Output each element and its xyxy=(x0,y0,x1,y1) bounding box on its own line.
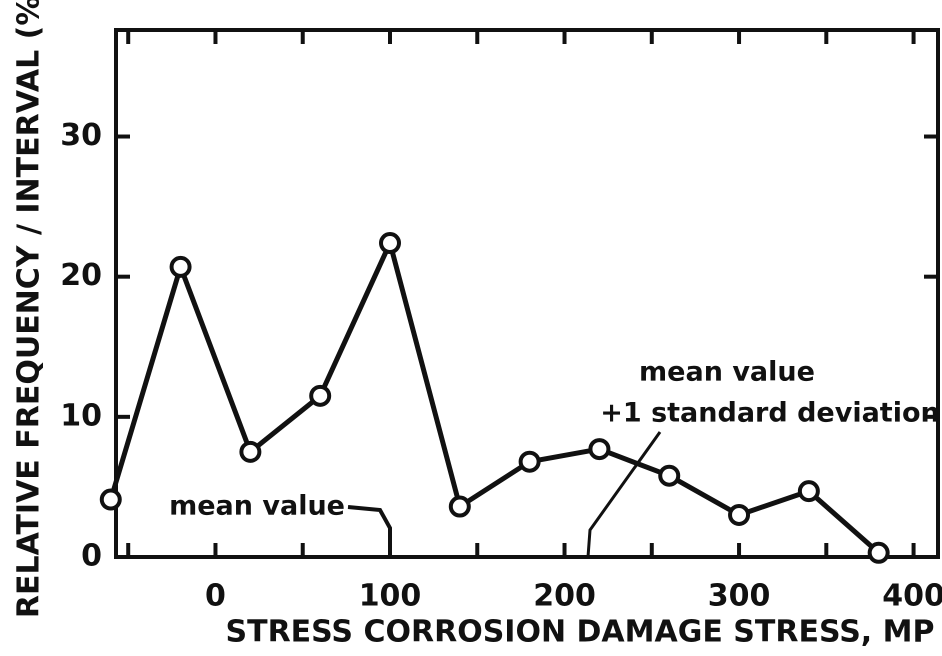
y-tick-label: 30 xyxy=(60,118,102,153)
data-point xyxy=(169,255,192,278)
annotation: mean value xyxy=(169,491,345,522)
x-tick-label: 0 xyxy=(205,579,226,614)
data-line xyxy=(108,240,881,555)
y-axis-label: RELATIVE FREQUENCY / INTERVAL (%) xyxy=(12,0,47,618)
data-point xyxy=(448,495,471,518)
y-tick-label: 10 xyxy=(60,398,102,433)
data-point xyxy=(867,541,890,564)
x-tick-label: 300 xyxy=(708,579,771,614)
data-point xyxy=(99,488,122,511)
annotation: +1 standard deviation xyxy=(600,398,939,429)
x-tick-label: 400 xyxy=(882,579,942,614)
data-point xyxy=(379,232,401,255)
annotation-leader xyxy=(347,505,392,557)
data-point xyxy=(728,503,751,526)
data-point xyxy=(309,384,332,407)
annotation: mean value xyxy=(639,357,815,388)
data-point xyxy=(239,440,262,463)
data-point xyxy=(588,438,611,461)
x-axis-label: STRESS CORROSION DAMAGE STRESS, MP xyxy=(226,615,935,650)
data-point xyxy=(518,450,541,473)
plot-frame xyxy=(114,28,940,559)
y-tick-label: 0 xyxy=(81,539,102,574)
x-tick-label: 200 xyxy=(533,579,596,614)
data-point xyxy=(658,464,681,487)
data-point xyxy=(797,480,820,503)
x-tick-label: 100 xyxy=(359,579,422,614)
y-tick-label: 20 xyxy=(60,258,102,293)
